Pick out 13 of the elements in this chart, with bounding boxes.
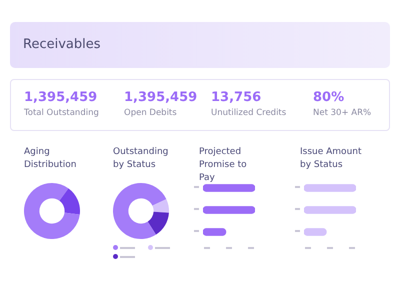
chart-title: Outstanding by Status (113, 146, 170, 172)
chart-title: Issue Amount by Status (300, 146, 363, 172)
text: Receivables (23, 37, 100, 52)
text: 1,395,459 (24, 90, 98, 105)
category-label: Unutilized Credits (211, 108, 286, 118)
text: 80% (313, 90, 344, 105)
category-label: Total Outstanding (24, 108, 99, 118)
chart-title: Aging Distribution (24, 146, 78, 172)
category-label: Open Debits (124, 108, 177, 118)
text: 1,395,459 (124, 90, 198, 105)
category-label: Net 30+ AR% (313, 108, 372, 118)
text: 13,756 (211, 90, 262, 105)
chart-title: Projected Promise to Pay (199, 146, 248, 185)
